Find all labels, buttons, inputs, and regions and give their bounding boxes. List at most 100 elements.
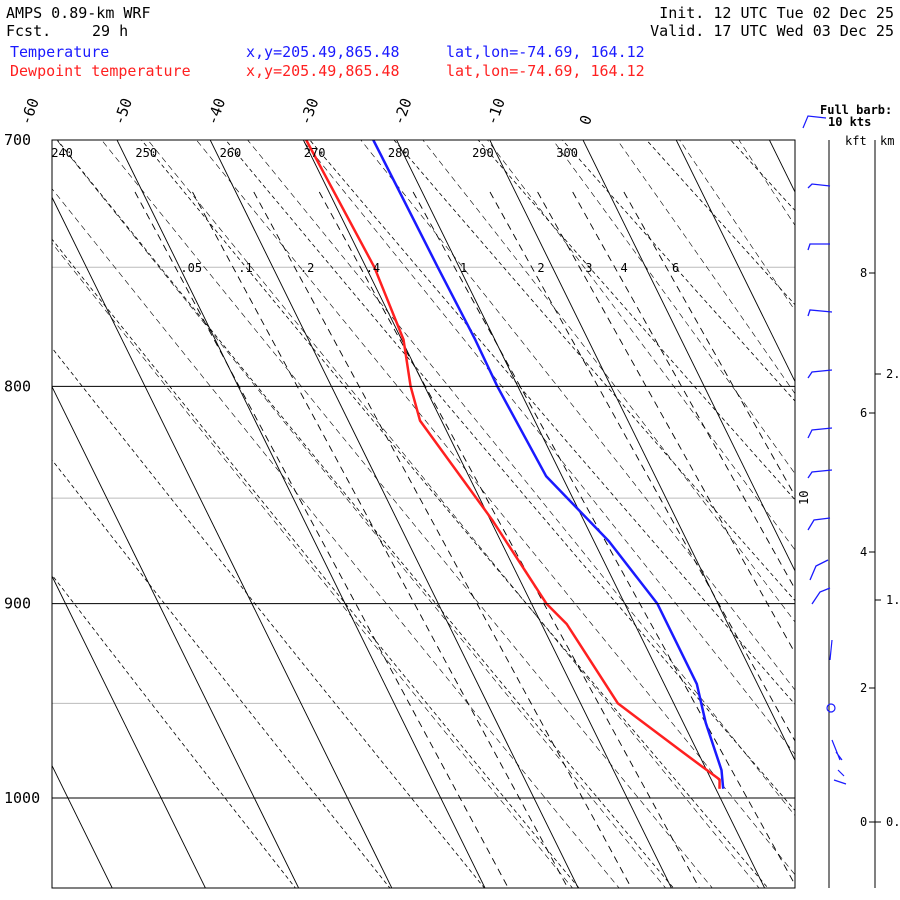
kft-tick-label: 6: [860, 406, 867, 420]
moist-adiabat: [52, 242, 573, 888]
km-tick-label: 2.: [886, 367, 900, 381]
side-marker-label: 10: [797, 491, 811, 505]
moist-adiabat: [101, 140, 713, 888]
moist-adiabat: [422, 140, 795, 623]
kft-tick-label: 4: [860, 545, 867, 559]
model-title: AMPS 0.89-km WRF: [6, 4, 151, 22]
temperature-legend: Temperature: [10, 43, 110, 61]
dry-adiabat: [477, 140, 795, 501]
isotherm: [52, 764, 113, 888]
moist-adiabat: [301, 140, 795, 755]
isotherm: [489, 140, 795, 762]
theta-label: 260: [220, 146, 242, 160]
mixing-ratio-line: [537, 191, 795, 654]
isotherm: [675, 140, 795, 383]
temperature-line: [372, 140, 725, 789]
dry-adiabat: [561, 140, 795, 402]
plot-frame: [51, 139, 796, 889]
isotherm-label: -60: [17, 96, 43, 128]
wind-barb: [811, 587, 831, 605]
moist-adiabat: [56, 140, 666, 888]
temperature-xy: x,y=205.49,865.48: [246, 43, 400, 61]
mixing-ratio-line: [412, 191, 795, 886]
mixing-ratio-label: 3: [585, 261, 592, 275]
kft-label: kft: [845, 134, 867, 148]
valid-time: Valid. 17 UTC Wed 03 Dec 25: [650, 22, 894, 40]
isotherm: [582, 140, 795, 572]
isotherm: [52, 575, 206, 888]
dry-adiabat: [225, 140, 795, 812]
mixing-ratio-label: .2: [300, 261, 314, 275]
init-time: Init. 12 UTC Tue 02 Dec 25: [659, 4, 894, 22]
dry-adiabat: [52, 459, 391, 888]
forecast-label: Fcst.: [6, 22, 52, 40]
isotherm-label: -50: [110, 96, 136, 128]
km-tick-label: 0.: [886, 815, 900, 829]
profile-lines: [305, 140, 725, 789]
pressure-label: 900: [4, 595, 31, 613]
wind-barb: [807, 243, 830, 251]
isotherm: [768, 140, 795, 194]
isotherm-label: 0: [576, 113, 596, 128]
isotherm-label: -20: [389, 96, 415, 128]
theta-label: 250: [135, 146, 157, 160]
dry-adiabat: [745, 0, 900, 900]
dewpoint-line: [305, 140, 721, 789]
moist-adiabat: [360, 140, 795, 691]
wind-barb: [829, 639, 833, 661]
mixing-ratio-line: [253, 191, 632, 888]
isotherm: [52, 196, 393, 888]
mixing-ratio-label: 1: [460, 261, 467, 275]
theta-label: 290: [472, 146, 494, 160]
dewpoint-legend: Dewpoint temperature: [10, 62, 191, 80]
wind-key-speed: 10 kts: [828, 115, 871, 129]
isotherm-label: -30: [296, 96, 322, 128]
dry-adiabat: [52, 238, 580, 888]
dry-adiabat: [393, 140, 795, 602]
dry-adiabat: [52, 574, 296, 888]
dry-adiabat: [309, 140, 795, 705]
isotherm-label: -40: [203, 96, 229, 128]
moist-adiabat: [738, 140, 795, 226]
wind-key-title: Full barb:: [820, 103, 892, 117]
mixing-ratio-label: 4: [620, 261, 627, 275]
wind-barb: [807, 183, 831, 189]
wind-key-barb: [802, 115, 827, 129]
dewpoint-latlon: lat,lon=-74.69, 164.12: [446, 62, 645, 80]
moist-adiabat: [487, 140, 795, 551]
pressure-label: 800: [4, 377, 31, 395]
km-label: km: [880, 134, 894, 148]
wind-barb: [807, 369, 833, 379]
theta-label: 300: [556, 146, 578, 160]
moist-adiabat: [52, 188, 620, 888]
isotherm: [116, 140, 486, 888]
dry-adiabat: [52, 347, 485, 888]
mixing-ratio-label: 2: [537, 261, 544, 275]
temperature-latlon: lat,lon=-74.69, 164.12: [446, 43, 645, 61]
mixing-ratio-label: .05: [180, 261, 202, 275]
wind-barb: [807, 469, 833, 479]
mixing-ratio-line: [134, 191, 509, 888]
pressure-label: 700: [4, 131, 31, 149]
calm-wind-circle: [826, 703, 836, 713]
kft-tick-label: 0: [860, 815, 867, 829]
isotherm: [52, 385, 300, 888]
mixing-ratio-label: .1: [238, 261, 252, 275]
moist-adiabat: [552, 140, 795, 475]
isotherm: [858, 130, 900, 898]
wind-barb: [809, 559, 829, 581]
isotherm: [0, 130, 24, 898]
mixing-ratio-line: [623, 191, 795, 497]
theta-label: 270: [304, 146, 326, 160]
mixing-ratio-label: .4: [366, 261, 380, 275]
wind-barb: [807, 517, 831, 531]
theta-label: 240: [51, 146, 73, 160]
isotherm: [209, 140, 579, 888]
theta-label: 280: [388, 146, 410, 160]
mixing-ratio-label: 6: [672, 261, 679, 275]
forecast-hours: 29 h: [92, 22, 129, 40]
dry-adiabat: [140, 140, 769, 888]
mixing-ratio-line: [318, 191, 700, 888]
